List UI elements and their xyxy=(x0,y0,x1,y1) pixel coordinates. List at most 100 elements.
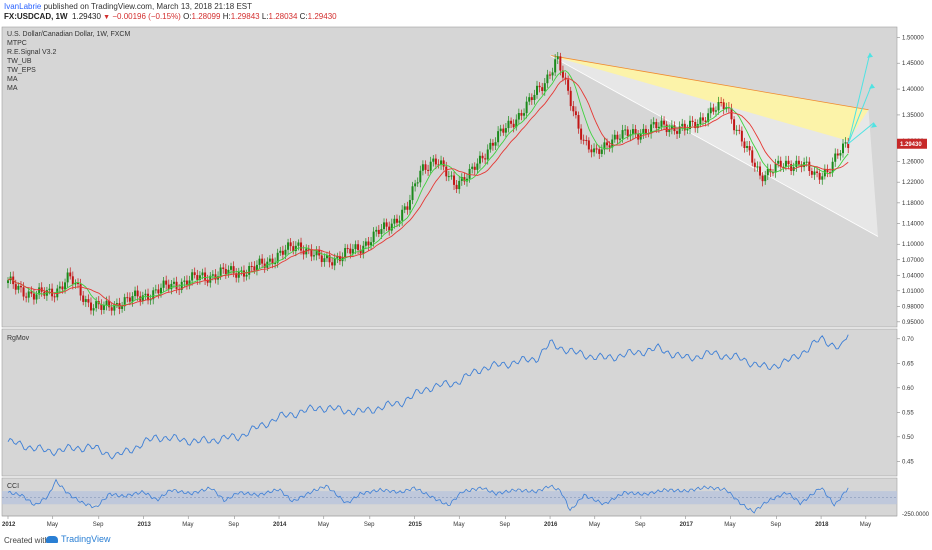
channel-upper-line xyxy=(549,55,869,111)
projection-arrow-head xyxy=(869,83,875,89)
candle-body xyxy=(611,139,614,148)
rgmov-title: RgMov xyxy=(7,335,30,342)
candle-body xyxy=(172,281,175,284)
candle-body xyxy=(720,102,723,104)
price-tick-label: 0.95000 xyxy=(902,320,924,326)
candle-body xyxy=(779,160,782,168)
candle-body xyxy=(14,284,17,290)
time-tick-label: May xyxy=(724,522,735,528)
price-tick-label: 1.35000 xyxy=(902,113,924,119)
candle-body xyxy=(230,266,233,270)
candle-body xyxy=(642,128,645,135)
candle-body xyxy=(19,285,22,288)
symbol-info: FX:USDCAD, 1W 1.29430 ▼ −0.00196 (−0.15%… xyxy=(4,12,337,21)
candle-body xyxy=(385,222,388,227)
rgmov-tick-label: 0.45 xyxy=(902,459,914,465)
candle-body xyxy=(497,131,500,143)
candle-body xyxy=(126,297,129,299)
candle-body xyxy=(429,161,432,171)
candle-body xyxy=(634,129,637,134)
candle-body xyxy=(678,126,681,134)
candle-body xyxy=(637,133,640,140)
candle-body xyxy=(27,291,30,298)
publish-text: published on TradingView.com, March 13, … xyxy=(43,2,253,11)
candle-body xyxy=(447,176,450,178)
chart-canvas[interactable]: 1.500001.450001.400001.350001.300001.260… xyxy=(0,24,932,532)
candle-body xyxy=(82,295,85,302)
candle-body xyxy=(491,142,494,146)
candle-body xyxy=(463,177,466,182)
candle-body xyxy=(805,161,808,163)
candle-body xyxy=(175,281,178,289)
candle-body xyxy=(219,267,222,277)
candle-body xyxy=(258,258,261,265)
candle-body xyxy=(631,129,634,135)
candle-body xyxy=(523,113,526,116)
candle-body xyxy=(484,158,487,160)
symbol-label[interactable]: FX:USDCAD, 1W xyxy=(4,12,68,21)
candle-body xyxy=(398,220,401,223)
candle-body xyxy=(108,300,111,308)
cci-tick-label: -250.0000 xyxy=(902,512,930,518)
candle-body xyxy=(657,126,660,129)
candle-body xyxy=(102,305,105,310)
candle-body xyxy=(699,117,702,125)
candle-body xyxy=(159,287,162,294)
candle-body xyxy=(227,269,230,275)
candle-body xyxy=(746,145,749,149)
candle-body xyxy=(536,85,539,95)
price-tick-label: 1.04000 xyxy=(902,273,924,279)
candle-body xyxy=(714,110,717,112)
time-tick-label: May xyxy=(453,522,464,528)
candle-body xyxy=(338,255,341,262)
candle-body xyxy=(600,149,603,154)
candle-body xyxy=(196,275,199,280)
time-tick-label: 2016 xyxy=(544,522,558,528)
author-link[interactable]: IvanLabrie xyxy=(4,2,42,11)
candle-body xyxy=(481,155,484,159)
price-tick-label: 1.01000 xyxy=(902,289,924,295)
candle-body xyxy=(567,79,570,91)
candle-body xyxy=(528,97,531,102)
candle-body xyxy=(110,307,113,311)
candle-body xyxy=(302,250,305,255)
tradingview-logo[interactable]: TradingView xyxy=(46,534,111,544)
candle-body xyxy=(707,113,710,123)
cci-line xyxy=(7,478,849,514)
candle-body xyxy=(185,280,188,286)
candle-body xyxy=(460,177,463,181)
candle-body xyxy=(235,273,238,278)
candle-body xyxy=(582,139,585,141)
ma-slow-line xyxy=(7,78,849,307)
candle-body xyxy=(489,142,492,150)
candle-body xyxy=(471,166,474,169)
candle-body xyxy=(541,87,544,91)
candle-body xyxy=(424,164,427,170)
candle-body xyxy=(621,130,624,139)
candle-body xyxy=(261,258,264,264)
candle-body xyxy=(7,280,9,284)
tradingview-cloud-icon xyxy=(46,536,58,544)
candle-body xyxy=(842,143,845,154)
low-value: 1.28034 xyxy=(268,12,298,21)
time-tick-label: May xyxy=(182,522,193,528)
candle-body xyxy=(232,266,235,274)
brand-name: TradingView xyxy=(61,534,111,544)
candle-body xyxy=(74,282,77,285)
time-tick-label: May xyxy=(47,522,58,528)
candle-body xyxy=(499,128,502,132)
candle-body xyxy=(250,266,253,268)
candle-body xyxy=(453,175,456,185)
time-tick-label: Sep xyxy=(770,522,781,528)
candle-body xyxy=(624,129,627,131)
candle-body xyxy=(354,244,357,250)
candle-body xyxy=(401,209,404,221)
candle-body xyxy=(445,166,448,177)
candle-body xyxy=(390,223,393,231)
candle-body xyxy=(598,149,601,154)
candle-body xyxy=(375,229,378,232)
candle-body xyxy=(733,119,736,131)
candle-body xyxy=(434,158,437,165)
time-tick-label: Sep xyxy=(228,522,239,528)
candle-body xyxy=(691,120,694,122)
